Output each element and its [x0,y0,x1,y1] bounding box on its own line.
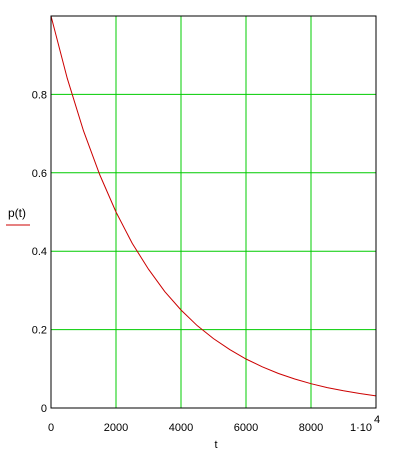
x-tick-exponent: 4 [374,414,380,426]
x-axis-label: t [214,439,217,451]
y-tick-label: 0 [41,403,47,415]
x-tick-labels: 0 2000 4000 6000 8000 1·104 [48,414,380,434]
y-axis-label: p(t) [8,206,26,220]
series-group [50,15,377,397]
y-tick-label: 0.4 [32,246,47,258]
y-tick-label: 0.6 [32,168,47,180]
x-tick-label: 6000 [234,422,258,434]
x-tick-label: 4000 [169,422,193,434]
plot-frame [50,15,377,409]
plot-border [50,15,377,409]
y-tick-label: 0.2 [32,325,47,337]
x-tick-label: 8000 [299,422,323,434]
y-tick-labels: 0 0.2 0.4 0.6 0.8 [32,89,47,415]
x-tick-label: 2000 [104,422,128,434]
series-line-0 [50,15,377,397]
y-tick-label: 0.8 [32,89,47,101]
x-tick-label: 0 [48,422,54,434]
x-tick-label: 1·10 [350,422,372,434]
grid-lines [51,16,376,408]
